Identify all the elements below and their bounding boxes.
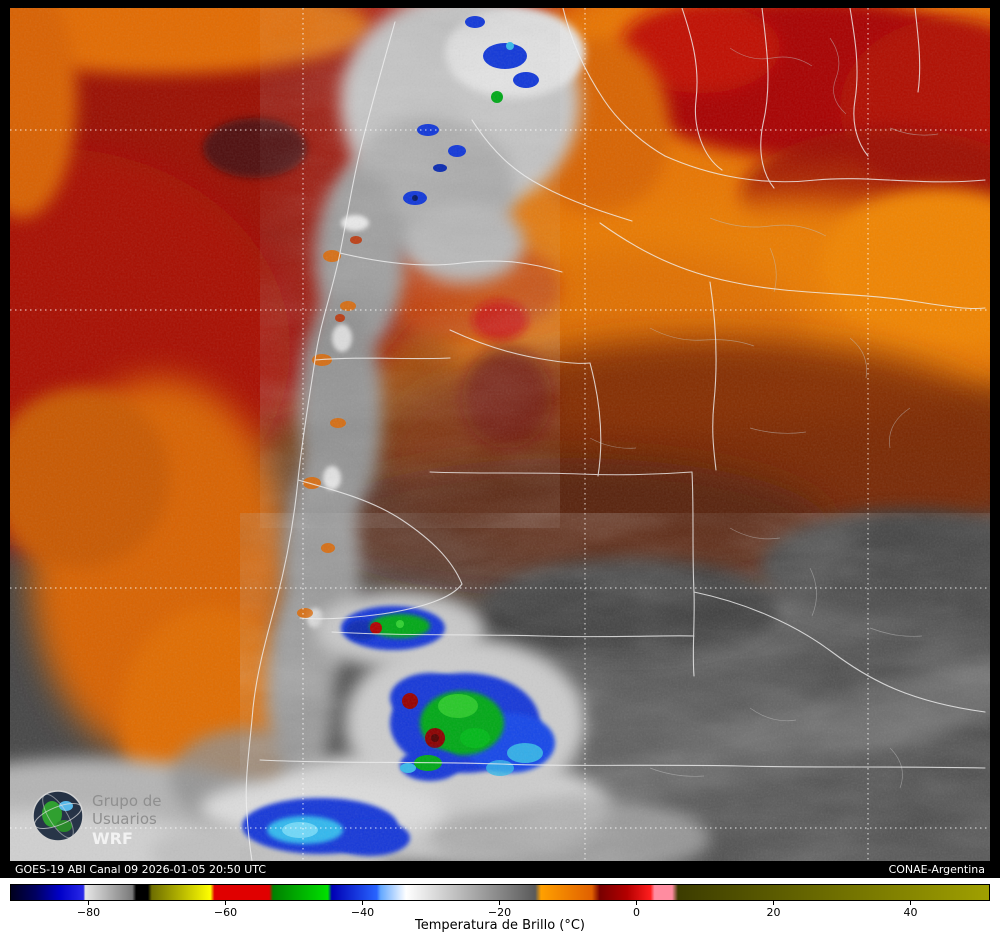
colorbar-tick: −40	[351, 901, 374, 919]
graticule	[10, 8, 990, 861]
satellite-map: Grupo de Usuarios WRF	[10, 8, 990, 861]
legend-title: Temperatura de Brillo (°C)	[414, 918, 586, 933]
wrf-logo: Grupo de Usuarios WRF	[32, 790, 162, 848]
status-agency-label: CONAE-Argentina	[888, 863, 985, 876]
colorbar-tick: −80	[77, 901, 100, 919]
colorbar-tick: −20	[488, 901, 511, 919]
wrf-logo-line1: Grupo de	[92, 792, 162, 810]
satellite-map-frame: Grupo de Usuarios WRF GOES-19 ABI Canal …	[0, 0, 1000, 878]
colorbar-legend: −80 −60 −40 −20 0 20 40 Temperatura de Brillo …	[0, 878, 1000, 950]
grain-overlay	[10, 8, 990, 861]
colorbar-tick: 0	[633, 901, 640, 919]
department-borders	[589, 37, 939, 789]
admin-borders	[245, 8, 986, 861]
wrf-logo-line3: WRF	[92, 829, 133, 848]
status-bar: GOES-19 ABI Canal 09 2026-01-05 20:50 UT…	[10, 861, 990, 878]
status-product-label: GOES-19 ABI Canal 09 2026-01-05 20:50 UT…	[15, 863, 266, 876]
colorbar-tick: 20	[767, 901, 781, 919]
wrf-logo-line2: Usuarios	[92, 810, 157, 828]
colorbar-tick: 40	[904, 901, 918, 919]
colorbar	[10, 884, 990, 901]
colorbar-tick: −60	[214, 901, 237, 919]
